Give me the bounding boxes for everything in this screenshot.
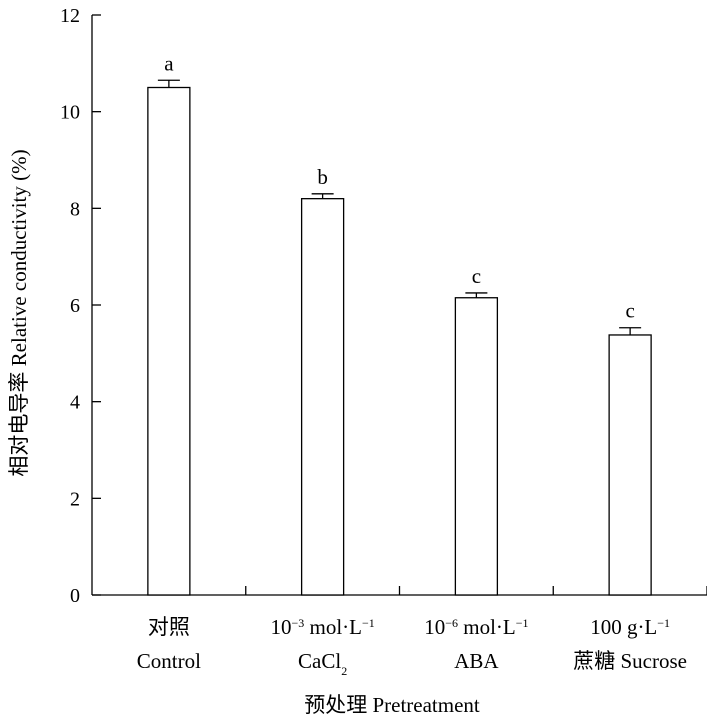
category-label-line2: 蔗糖 Sucrose xyxy=(573,649,687,673)
category-label-segment: 100 g·L xyxy=(590,615,657,639)
y-tick-label: 2 xyxy=(70,488,80,510)
category-label-line1: 对照 xyxy=(148,615,190,639)
category-label-segment: 2 xyxy=(341,664,347,678)
category-label-line1: 10−6 mol·L−1 xyxy=(424,615,528,639)
bar xyxy=(608,334,652,596)
category-label-segment: 10 xyxy=(270,615,291,639)
y-tick-label: 10 xyxy=(60,102,80,124)
significance-label: b xyxy=(317,165,328,189)
y-tick-label: 8 xyxy=(70,198,80,220)
error-bars xyxy=(157,79,642,335)
bars xyxy=(147,86,652,596)
category-label-segment: −6 xyxy=(445,616,458,630)
bar xyxy=(300,198,345,596)
y-tick-label: 6 xyxy=(70,295,80,317)
category-label-segment: mol·L xyxy=(458,615,516,639)
y-tick-label: 12 xyxy=(60,5,80,27)
category-label-line1: 10−3 mol·L−1 xyxy=(270,615,374,639)
y-axis: 0 2 4 6 8 10 12 xyxy=(60,5,101,607)
category-label-segment: mol·L xyxy=(304,615,362,639)
category-label-segment: CaCl xyxy=(298,649,341,673)
significance-label: a xyxy=(164,51,174,75)
category-label-segment: Control xyxy=(137,649,201,673)
category-label-segment: 对照 xyxy=(148,615,190,639)
category-label-segment: −1 xyxy=(362,616,375,630)
category-label-segment: ABA xyxy=(454,649,499,673)
category-label-segment: 10 xyxy=(424,615,445,639)
x-axis-title: 预处理 Pretreatment xyxy=(304,693,480,717)
significance-label: c xyxy=(625,299,634,323)
category-label-segment: 蔗糖 Sucrose xyxy=(573,649,687,673)
category-label-segment: −3 xyxy=(291,616,304,630)
category-label-segment: −1 xyxy=(516,616,529,630)
category-label-line2: ABA xyxy=(454,649,499,673)
y-tick-label: 4 xyxy=(70,392,80,414)
category-label-line2: Control xyxy=(137,649,201,673)
significance-label: c xyxy=(472,264,481,288)
category-label-line1: 100 g·L−1 xyxy=(590,615,670,639)
y-tick-label: 0 xyxy=(70,585,80,607)
category-label-segment: −1 xyxy=(657,616,670,630)
x-axis xyxy=(92,586,707,596)
bar xyxy=(147,86,191,596)
significance-labels: a b c c xyxy=(164,51,635,322)
bar xyxy=(454,297,499,596)
y-axis-title: 相对电导率 Relative conductivity (%) xyxy=(7,149,31,476)
category-label-line2: CaCl2 xyxy=(298,649,347,678)
